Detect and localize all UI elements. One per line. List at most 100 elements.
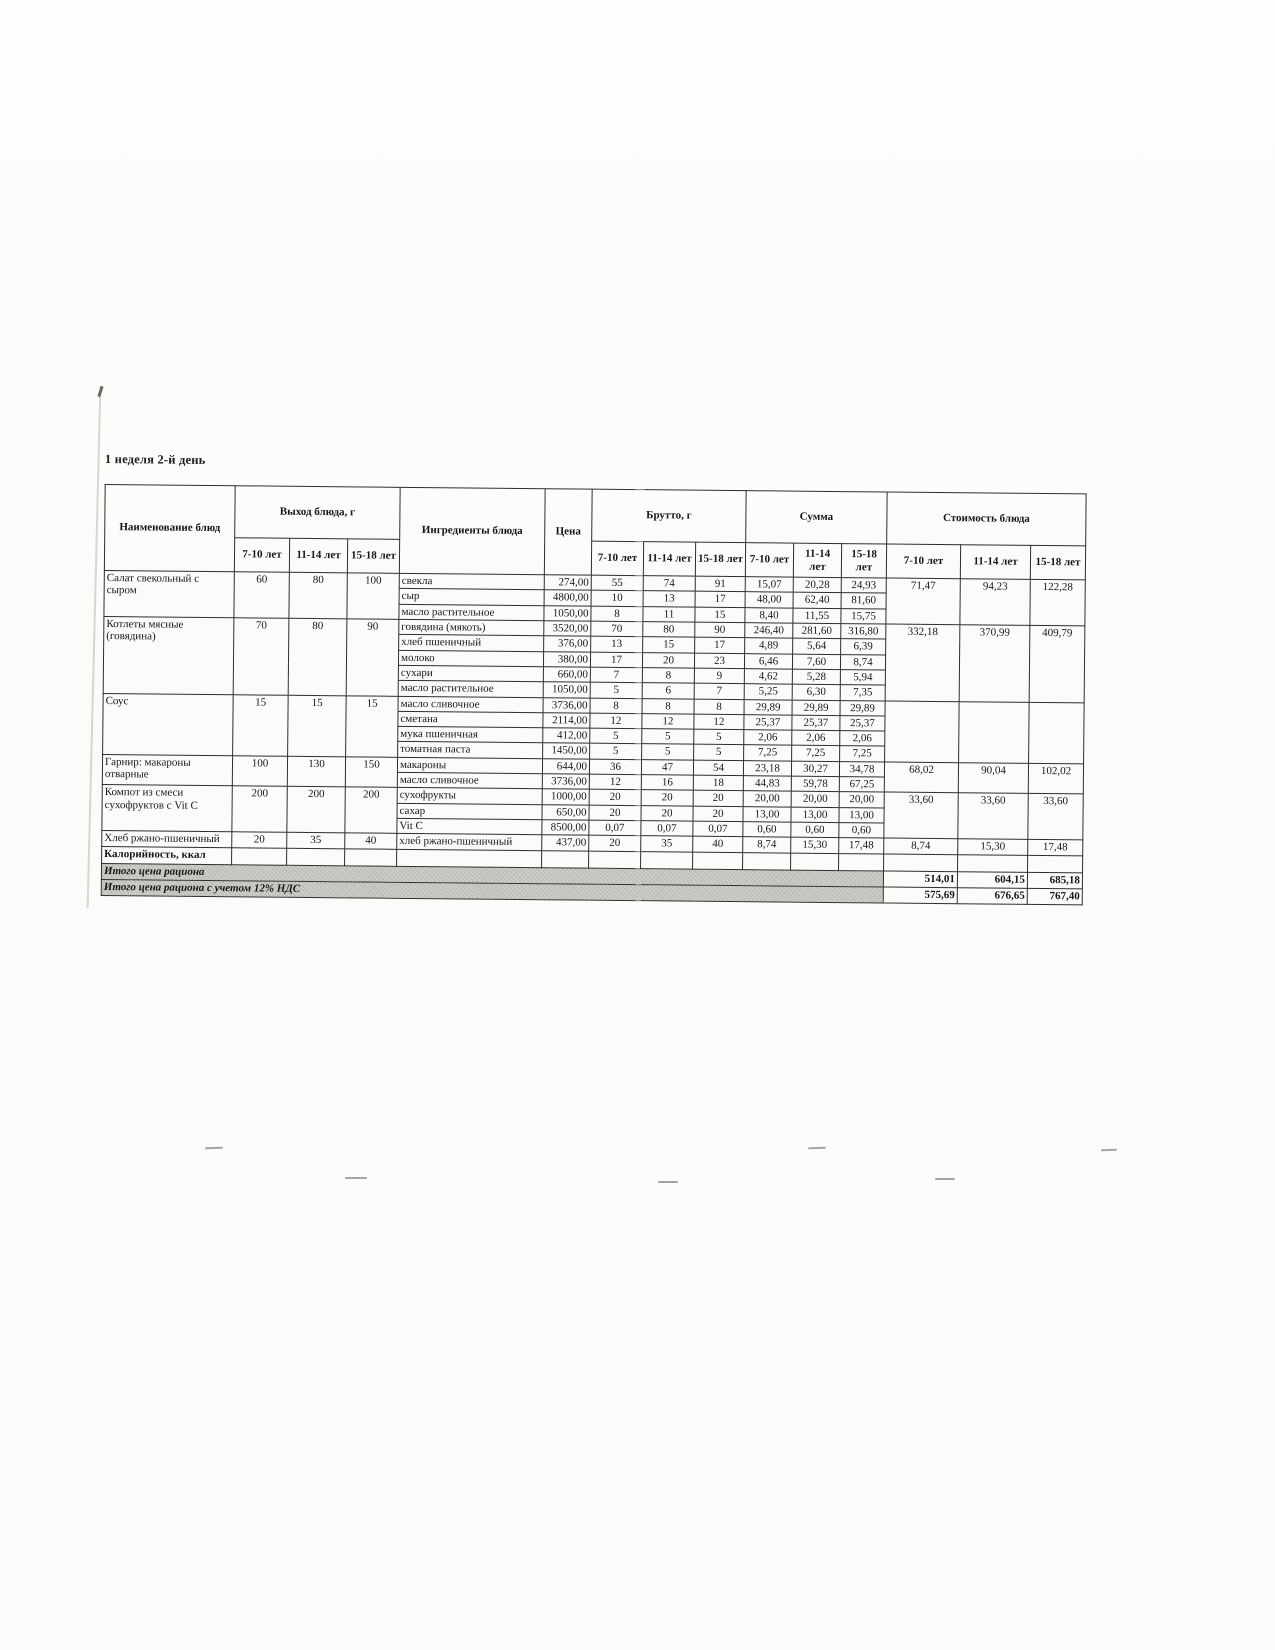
price-cell: 3736,00: [542, 773, 590, 790]
brutto-cell: 0,07: [692, 821, 743, 837]
cost-cell: 122,28: [1029, 579, 1086, 626]
ingredient-cell: Vit C: [396, 818, 542, 836]
cost-cell: 17,48: [1027, 839, 1083, 856]
price-cell: 274,00: [544, 574, 592, 591]
output-cell: 150: [345, 756, 398, 788]
output-cell: 80: [288, 618, 347, 696]
brutto-cell: 17: [695, 591, 746, 608]
price-cell: 3520,00: [543, 620, 591, 637]
sum-cell: 34,78: [839, 761, 885, 778]
ingredient-cell: сахар: [396, 803, 543, 820]
brutto-cell: 12: [589, 712, 643, 729]
header-age-group: 11-14 лет: [643, 541, 696, 577]
empty-cell: [588, 850, 641, 869]
sum-cell: 48,00: [745, 591, 794, 608]
header-age-group: 15-18 лет: [695, 542, 746, 577]
sum-cell: 2,06: [791, 730, 840, 747]
header-age-group: 11-14 лет: [289, 538, 348, 573]
empty-cell: [541, 850, 589, 868]
brutto-cell: 20: [640, 805, 694, 822]
cost-cell: 71,47: [885, 578, 961, 625]
ingredient-cell: сухофрукты: [397, 787, 543, 805]
cost-cell: [1028, 701, 1085, 764]
sum-cell: 25,37: [743, 714, 793, 731]
price-cell: 660,00: [543, 666, 591, 683]
sum-cell: 7,60: [792, 653, 841, 670]
price-cell: 644,00: [542, 758, 590, 775]
output-cell: 100: [232, 755, 288, 787]
sum-cell: 8,74: [840, 654, 886, 670]
sum-cell: 13,00: [742, 806, 792, 823]
brutto-cell: 8: [694, 698, 745, 715]
price-cell: 1050,00: [543, 605, 592, 622]
empty-cell: [1027, 855, 1083, 873]
dish-name-cell: Компот из смеси сухофруктов с Vit C: [101, 784, 233, 833]
header-age-group: 15-18 лет: [347, 538, 400, 574]
menu-cost-table: Наименование блюд Выход блюда, г Ингреди…: [101, 484, 1087, 905]
output-cell: 80: [288, 572, 348, 619]
brutto-cell: 7: [590, 667, 643, 683]
brutto-cell: 5: [693, 744, 744, 761]
sum-cell: 17,48: [838, 837, 884, 854]
sum-cell: 2,06: [839, 730, 885, 747]
brutto-cell: 10: [591, 590, 644, 607]
ingredient-cell: сыр: [399, 588, 545, 606]
page-edge-shadow: [86, 386, 102, 908]
sum-cell: 29,89: [744, 699, 793, 715]
header-age-group: 7-10 лет: [745, 542, 794, 578]
ingredient-cell: хлеб пшеничный: [398, 634, 544, 652]
cost-cell: [884, 700, 960, 763]
header-age-group: 7-10 лет: [886, 544, 961, 579]
brutto-cell: 90: [694, 622, 745, 638]
empty-cell: [286, 847, 345, 866]
sum-cell: 7,25: [839, 746, 885, 762]
sum-cell: 29,89: [840, 700, 886, 716]
sum-cell: 20,28: [793, 577, 842, 593]
empty-cell: [742, 852, 791, 870]
brutto-cell: 8: [642, 698, 695, 714]
sum-cell: 23,18: [743, 760, 792, 777]
sum-cell: 20,00: [839, 791, 885, 808]
sum-cell: 59,78: [791, 776, 840, 792]
brutto-cell: 36: [589, 758, 642, 775]
menu-table-body: Салат свекольный с сыром 60 80 100 свекла 274…: [101, 570, 1086, 905]
brutto-cell: 20: [641, 790, 694, 806]
sum-cell: 15,75: [840, 608, 887, 624]
ingredient-cell: макароны: [397, 757, 543, 774]
empty-cell: [231, 847, 287, 865]
sum-cell: 15,30: [790, 837, 839, 854]
sum-cell: 5,64: [792, 638, 841, 655]
sum-cell: 81,60: [841, 592, 887, 609]
brutto-cell: 5: [589, 743, 642, 760]
brutto-cell: 23: [694, 652, 745, 669]
brutto-cell: 40: [692, 836, 743, 853]
cost-cell: 90,04: [958, 762, 1029, 794]
brutto-cell: 20: [589, 789, 642, 806]
price-cell: 412,00: [542, 727, 590, 744]
sum-cell: 5,28: [792, 668, 841, 685]
ingredient-cell: масло растительное: [398, 680, 544, 698]
sum-cell: 24,93: [841, 577, 887, 594]
price-cell: 437,00: [541, 835, 589, 851]
cost-cell: 332,18: [885, 623, 960, 702]
output-cell: 20: [231, 832, 287, 848]
output-cell: 15: [232, 694, 289, 757]
empty-cell: [396, 848, 542, 868]
brutto-cell: 17: [694, 637, 745, 654]
price-cell: 650,00: [541, 804, 590, 821]
output-cell: 200: [286, 786, 346, 834]
total-value-cell: 685,18: [1027, 871, 1083, 889]
sum-cell: 6,46: [744, 653, 793, 669]
brutto-cell: 47: [641, 759, 694, 776]
ingredient-cell: говядина (мякоть): [398, 619, 544, 636]
brutto-cell: 17: [590, 651, 643, 668]
brutto-cell: 15: [642, 636, 695, 653]
total-value-cell: 604,15: [957, 871, 1028, 888]
ingredient-cell: хлеб ржано-пшеничный: [396, 833, 542, 851]
brutto-cell: 8: [590, 697, 643, 714]
scan-mark: [935, 1178, 955, 1180]
dish-name-cell: Хлеб ржано-пшеничный: [101, 830, 232, 848]
sum-cell: 20,00: [743, 791, 792, 807]
output-cell: 35: [286, 832, 345, 849]
header-dish-name: Наименование блюд: [104, 484, 236, 572]
